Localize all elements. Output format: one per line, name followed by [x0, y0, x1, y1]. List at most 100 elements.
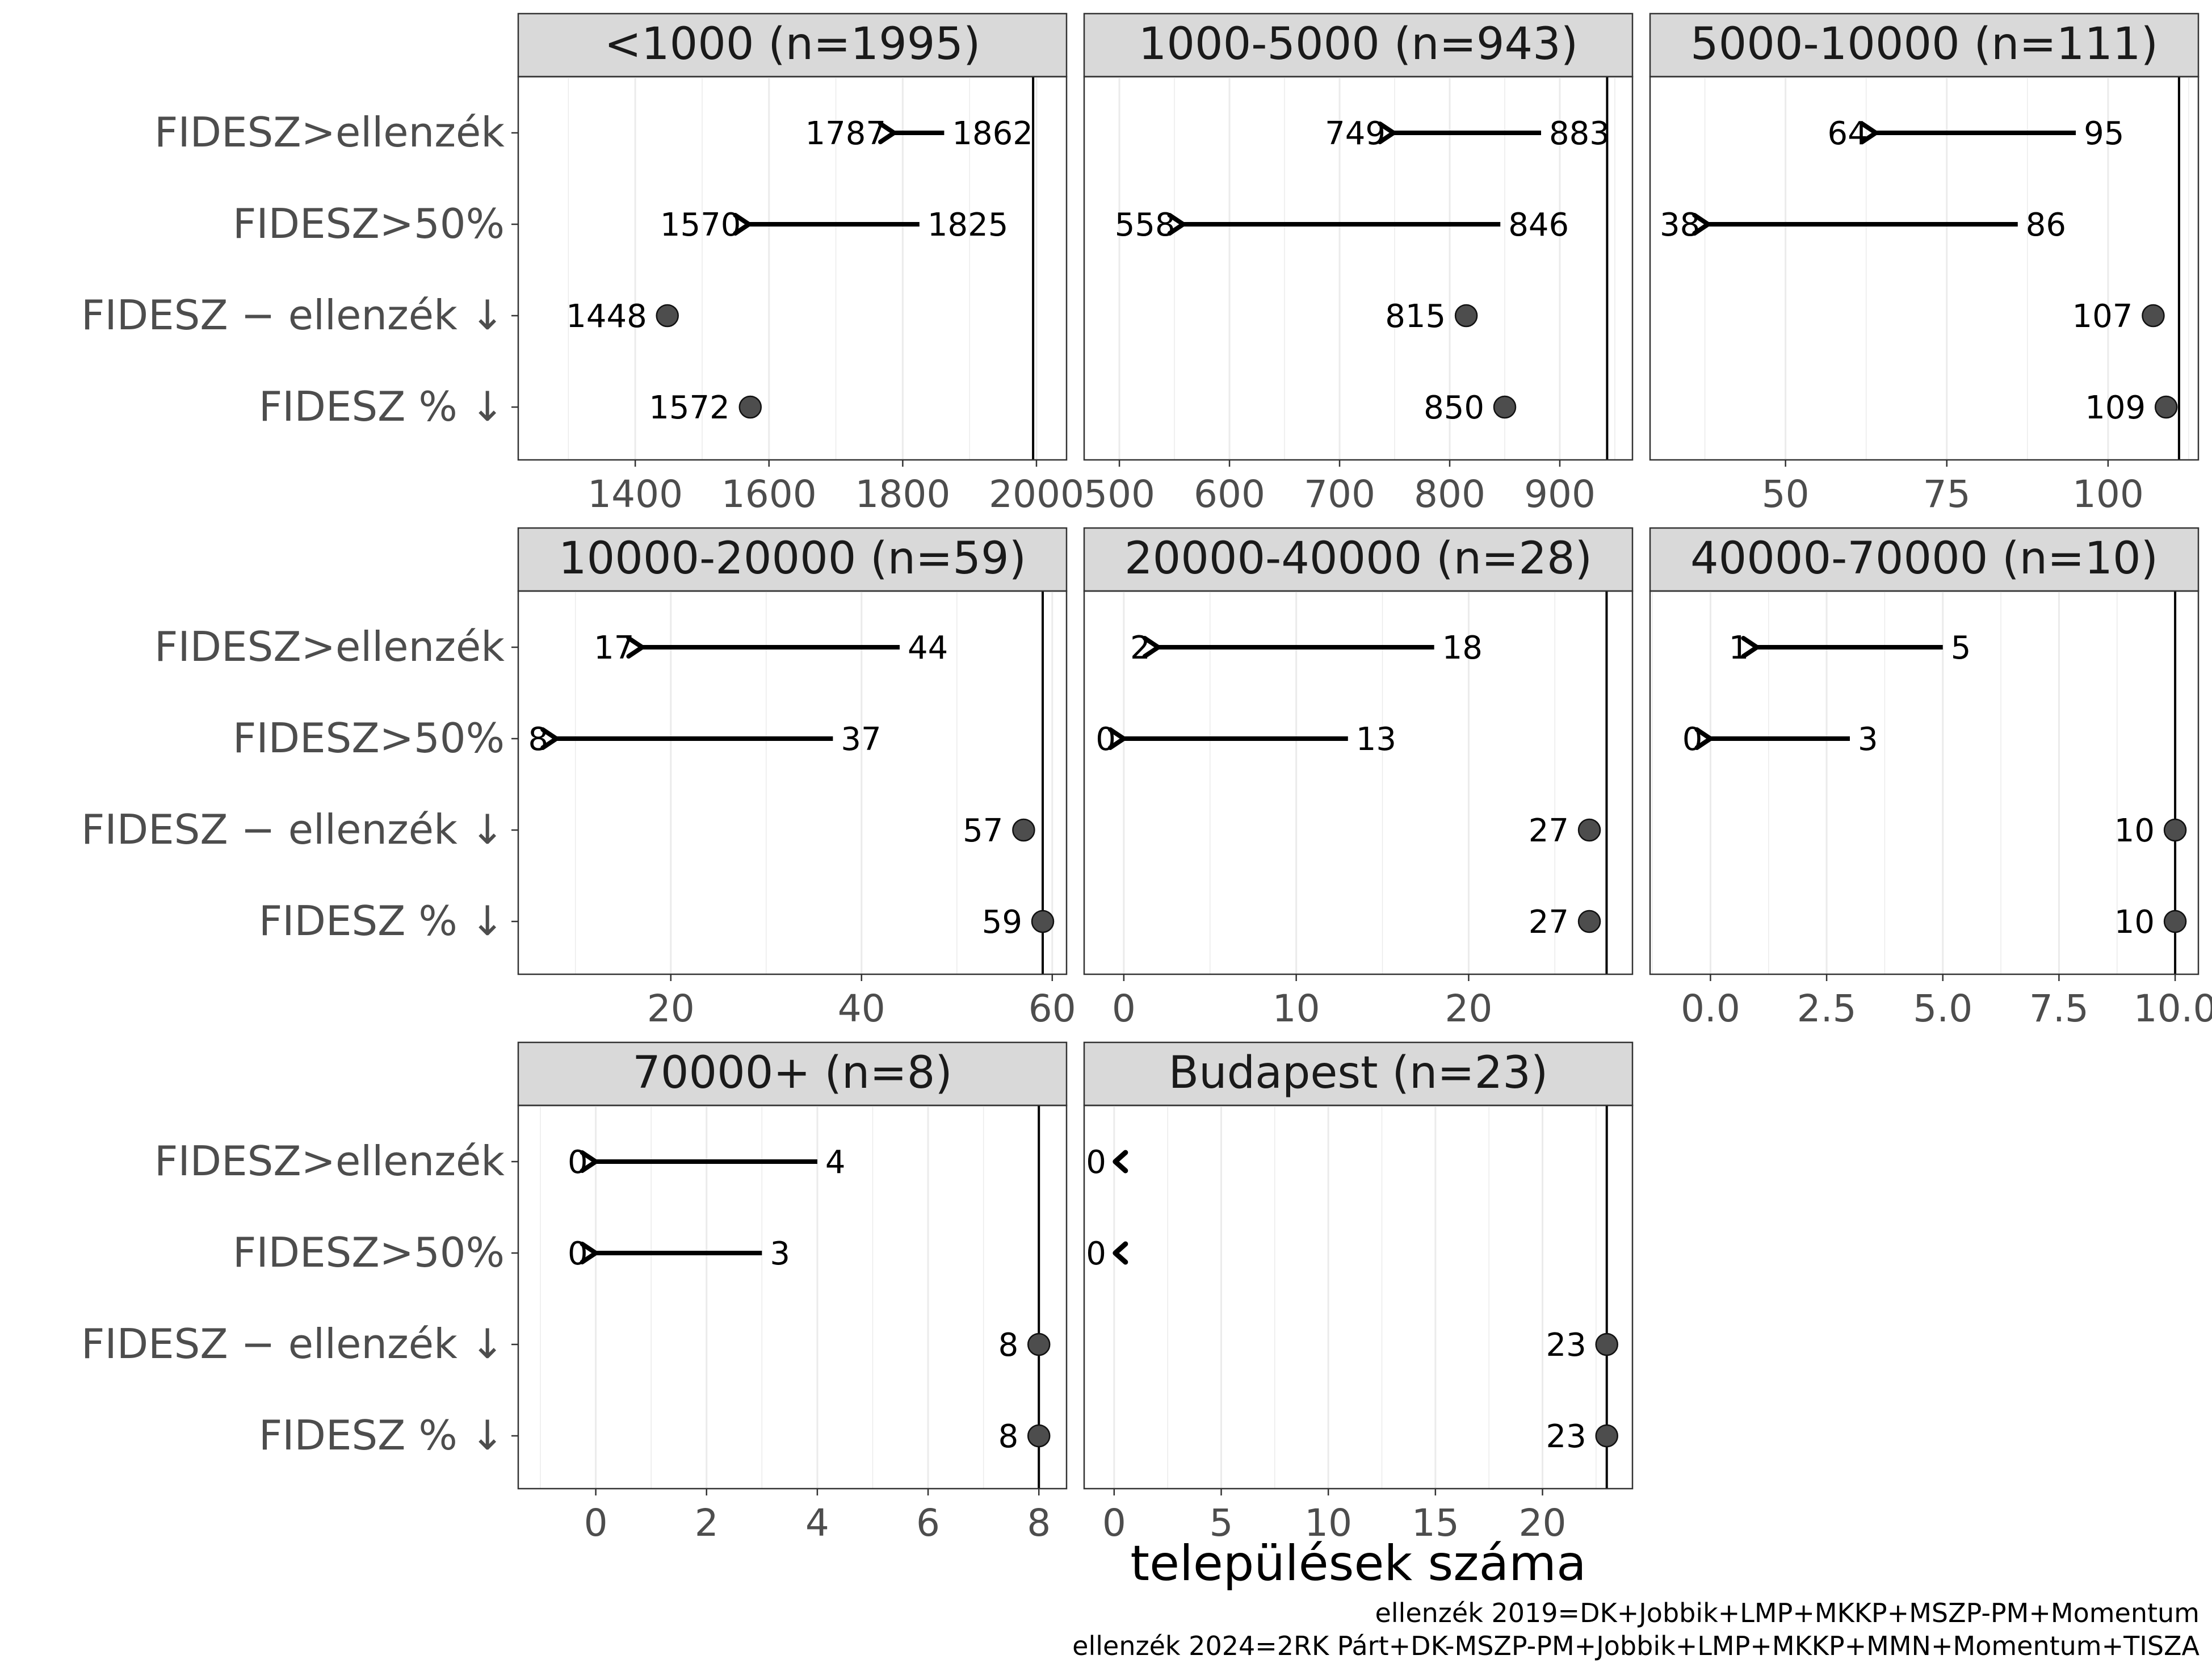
arrow-start-label: 3 [770, 1235, 790, 1272]
point-label: 1572 [649, 389, 730, 426]
y-tick-label: FIDESZ − ellenzék ↓ [81, 806, 505, 853]
caption-2019: ellenzék 2019=DK+Jobbik+LMP+MKKP+MSZP-PM… [1375, 1598, 2200, 1628]
arrow-start-label: 5 [1951, 630, 1971, 667]
panel-1000-n-1995: <1000 (n=1995) 1400 1600 1800 2000 FIDESZ>ell… [81, 12, 1084, 516]
value-point [2142, 304, 2165, 328]
point-label: 850 [1424, 389, 1484, 426]
panel-border [1083, 590, 1634, 975]
y-tick-label: FIDESZ>50% [233, 200, 505, 248]
panel-title: <1000 (n=1995) [605, 19, 981, 70]
x-tick-label: 5.0 [1913, 987, 1972, 1030]
x-tick-label: 2 [695, 1501, 719, 1545]
panel-budapest-n-23: Budapest (n=23) 0 5 10 15 20 0 0 23 23 [1083, 1041, 1634, 1545]
y-tick-label: FIDESZ − ellenzék ↓ [81, 1320, 505, 1368]
point-label: 107 [2072, 298, 2133, 335]
x-tick-label: 50 [1762, 472, 1810, 516]
value-point [738, 395, 762, 419]
arrow-end-label: 749 [1325, 115, 1386, 152]
arrow-end-label: 0 [1095, 721, 1116, 758]
x-tick-label: 20 [647, 987, 695, 1030]
x-tick-label: 75 [1923, 472, 1971, 516]
point-label: 1448 [566, 298, 647, 335]
value-point [1027, 1424, 1051, 1448]
arrow-start-label: 883 [1549, 115, 1610, 152]
point-label: 23 [1546, 1418, 1586, 1455]
x-tick-label: 0 [1102, 1501, 1126, 1545]
arrow-end-label: 558 [1115, 207, 1176, 244]
arrow-end-label: 64 [1827, 115, 1867, 152]
arrow-start-label: 18 [1442, 630, 1483, 667]
x-tick-label: 700 [1304, 472, 1375, 516]
x-tick-label: 1400 [587, 472, 683, 516]
panel-title: 10000-20000 (n=59) [559, 533, 1026, 584]
panel-border [1083, 1104, 1634, 1490]
point-label: 10 [2114, 904, 2155, 941]
panel-border [517, 590, 1068, 975]
panel-title: 5000-10000 (n=111) [1690, 19, 2158, 70]
x-tick-label: 8 [1027, 1501, 1051, 1545]
arrow-start-label: 95 [2084, 115, 2124, 152]
value-point [1012, 818, 1035, 842]
panel-strip [1083, 1041, 1634, 1107]
point-label: 59 [982, 904, 1022, 941]
panel-strip [1083, 527, 1634, 592]
x-tick-label: 15 [1412, 1501, 1459, 1545]
point-label: 8 [998, 1418, 1019, 1455]
panel-strip [1649, 527, 2200, 592]
x-tick-label: 5 [1210, 1501, 1233, 1545]
x-tick-label: 10 [1273, 987, 1320, 1030]
point-label: 815 [1385, 298, 1446, 335]
value-point [1454, 304, 1478, 328]
panel-border [517, 76, 1068, 461]
x-tick-label: 1800 [855, 472, 950, 516]
y-tick-label: FIDESZ>50% [233, 714, 505, 762]
panel-title: 70000+ (n=8) [632, 1048, 952, 1099]
arrow-end-label: 0 [1086, 1144, 1106, 1181]
x-tick-label: 1600 [721, 472, 817, 516]
panel-strip [517, 1041, 1068, 1107]
panel-5000-10000-n-111: 5000-10000 (n=111) 50 75 100 95 64 86 38 107 109 [1649, 12, 2200, 516]
panel-40000-70000-n-10: 40000-70000 (n=10) 0.0 2.5 5.0 7.5 10.0 5 1 3 0 10… [1649, 527, 2212, 1030]
y-tick-label: FIDESZ>ellenzék [154, 108, 505, 156]
x-tick-label: 10 [1304, 1501, 1352, 1545]
point-label: 109 [2085, 389, 2146, 426]
panel-border [1649, 590, 2200, 975]
arrow-start-label: 37 [841, 721, 881, 758]
panel-1000-5000-n-943: 1000-5000 (n=943) 500 600 700 800 900 883 749 84… [1083, 12, 1634, 516]
x-tick-label: 2000 [989, 472, 1084, 516]
arrow-end-label: 0 [568, 1235, 588, 1272]
x-tick-label: 6 [916, 1501, 940, 1545]
arrow-end-label: 38 [1660, 207, 1700, 244]
point-label: 8 [998, 1327, 1019, 1364]
panel-title: 40000-70000 (n=10) [1690, 533, 2158, 584]
panel-70000-n-8: 70000+ (n=8) 0 2 4 6 8 FIDESZ>ellenzék FIDESZ>5… [81, 1041, 1068, 1545]
arrow-end-label: 0 [1086, 1235, 1106, 1272]
y-tick-label: FIDESZ % ↓ [259, 383, 505, 430]
value-point [1595, 1333, 1618, 1356]
panel-border [1649, 76, 2200, 461]
x-tick-label: 40 [838, 987, 885, 1030]
arrow-end-label: 17 [594, 630, 634, 667]
x-tick-label: 20 [1445, 987, 1492, 1030]
x-tick-label: 800 [1414, 472, 1485, 516]
value-point [1031, 910, 1055, 933]
panel-20000-40000-n-28: 20000-40000 (n=28) 0 10 20 18 2 13 0 27 27 [1083, 527, 1634, 1030]
panel-title: 20000-40000 (n=28) [1124, 533, 1592, 584]
arrow-end-label: 8 [528, 721, 549, 758]
value-point [1493, 395, 1517, 419]
x-axis-title: települések száma [1130, 1535, 1586, 1592]
change-arrow [1113, 1241, 1128, 1265]
arrow-start-label: 1825 [927, 207, 1009, 244]
y-tick-label: FIDESZ % ↓ [259, 1411, 505, 1459]
panel-strip [517, 527, 1068, 592]
arrow-start-label: 86 [2026, 207, 2066, 244]
value-point [2154, 395, 2178, 419]
value-point [656, 304, 679, 328]
y-tick-label: FIDESZ % ↓ [259, 897, 505, 945]
change-arrow [1113, 1150, 1128, 1174]
point-label: 57 [963, 812, 1003, 849]
y-tick-label: FIDESZ>ellenzék [154, 623, 505, 671]
panel-title: Budapest (n=23) [1169, 1048, 1548, 1099]
arrow-end-label: 1787 [805, 115, 887, 152]
